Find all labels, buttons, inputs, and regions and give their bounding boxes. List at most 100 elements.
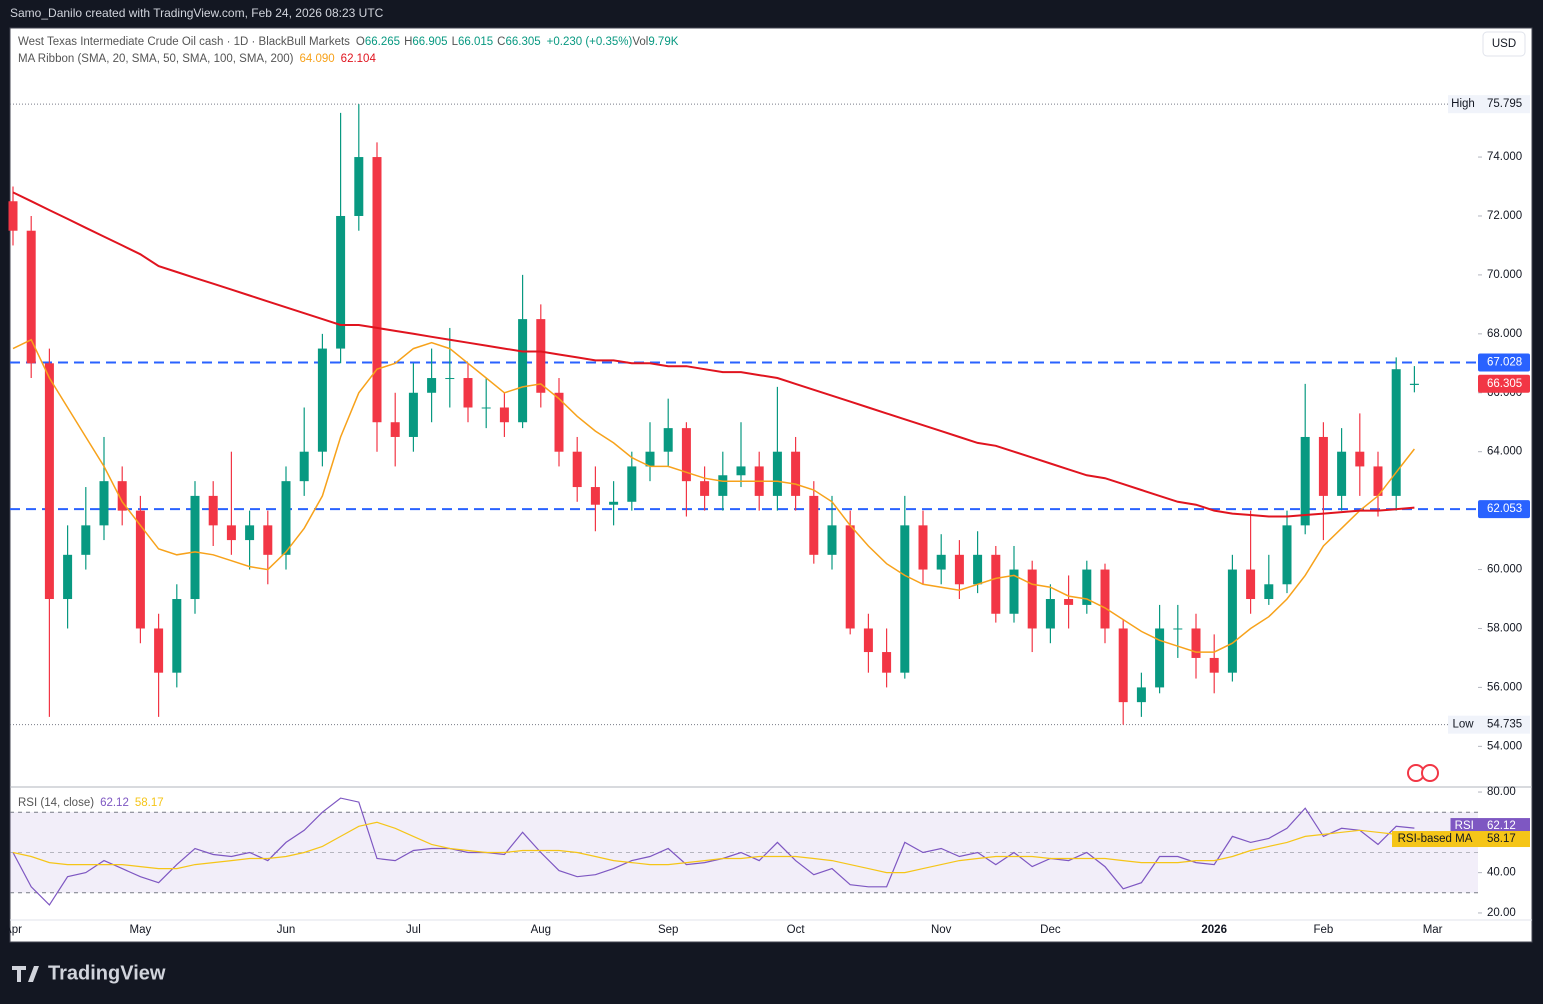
candle-body <box>336 215 346 349</box>
candle-body <box>226 525 236 541</box>
quote-item: L <box>452 36 459 48</box>
chart-panel <box>9 27 1533 943</box>
x-tick-label: Jul <box>406 924 421 936</box>
rsi-legend-value: 58.17 <box>135 797 164 809</box>
chart-title: West Texas Intermediate Crude Oil cash ·… <box>18 36 350 48</box>
candle-body <box>190 495 200 600</box>
candle-body <box>1282 525 1292 585</box>
rsi-band <box>10 812 1478 893</box>
high-value-box <box>1478 95 1530 114</box>
level-value: 67.028 <box>1487 357 1522 369</box>
candle-body <box>154 628 164 673</box>
rsi-legend-value: 62.12 <box>100 797 129 809</box>
ma-line <box>12 191 1415 518</box>
legend-main: West Texas Intermediate Crude Oil cash ·… <box>18 36 679 48</box>
level-value: 62.053 <box>1487 503 1522 515</box>
candle-body <box>1118 628 1128 703</box>
candle-body <box>63 554 73 600</box>
x-tick-label: Nov <box>931 924 952 936</box>
quote-item: 66.265 <box>365 36 400 48</box>
candle-body <box>590 487 600 505</box>
brand-logo: TradingView <box>12 962 166 984</box>
candle-body <box>281 481 291 555</box>
candle-body <box>918 525 928 570</box>
quote-item: 66.305 <box>505 36 540 48</box>
x-tick-label: Dec <box>1040 924 1061 936</box>
candle-body <box>700 481 710 496</box>
candle-body <box>408 392 418 437</box>
candle-body <box>936 554 946 570</box>
candle-body <box>1045 599 1055 629</box>
rsi-value: 62.12 <box>1487 820 1516 832</box>
candle-body <box>481 407 491 409</box>
candle-body <box>1027 569 1037 629</box>
y-tick-label: 64.000 <box>1487 446 1522 458</box>
candle-body <box>572 451 582 488</box>
candle-body <box>536 319 546 393</box>
candle-body <box>627 466 637 502</box>
high-label-box <box>1448 95 1478 114</box>
candle-body <box>827 525 837 555</box>
candle-body <box>1246 569 1256 600</box>
candle-body <box>1355 451 1365 467</box>
currency-button[interactable] <box>1482 31 1526 57</box>
candle-body <box>1264 584 1274 600</box>
candle-body <box>8 201 18 231</box>
x-tick-label: 2026 <box>1201 924 1227 936</box>
candle-body <box>845 525 855 629</box>
level-tag <box>1478 500 1530 519</box>
candle-body <box>609 501 619 505</box>
x-tick-label: Feb <box>1313 924 1333 936</box>
candle-body <box>1318 436 1328 496</box>
candle-body <box>663 428 673 452</box>
flag-icons <box>1407 764 1439 782</box>
quote-item: C <box>497 36 505 48</box>
candle-body <box>518 319 528 423</box>
brand: TradingView <box>48 962 166 984</box>
candle-body <box>791 451 801 496</box>
rsi-y-tick-label: 80.00 <box>1487 786 1516 798</box>
rsi-value: 58.17 <box>1487 833 1516 845</box>
y-tick-label: 70.000 <box>1487 269 1522 281</box>
currency[interactable]: USD <box>1492 38 1516 50</box>
y-tick-label: 56.000 <box>1487 681 1522 693</box>
quote-item: 66.905 <box>412 36 447 48</box>
candle-body <box>973 554 983 585</box>
candle-body <box>26 230 36 364</box>
candle-body <box>354 157 364 216</box>
ma-value: 62.104 <box>341 53 377 65</box>
rsi-line <box>12 821 1415 874</box>
quote-item: O <box>356 36 365 48</box>
candle-body <box>135 510 145 629</box>
ma-line <box>12 338 1415 653</box>
rsi-title: RSI (14, close) <box>18 797 94 809</box>
low-value-box <box>1478 715 1530 734</box>
x-tick-label: Jun <box>277 924 296 936</box>
x-tick-label: Mar <box>1423 924 1443 936</box>
candle-body <box>1009 569 1019 614</box>
rsi-name: RSI <box>1455 820 1474 832</box>
candle-body <box>900 525 910 673</box>
candle-body <box>809 495 819 555</box>
candle-body <box>390 422 400 437</box>
candle-body <box>1227 569 1237 673</box>
rsi-y-tick-label: 20.00 <box>1487 907 1516 919</box>
candle-body <box>317 348 327 452</box>
quote-item: Vol <box>632 36 648 48</box>
candle-body <box>681 428 691 482</box>
candle-body <box>1100 569 1110 629</box>
candle-body <box>1300 436 1310 526</box>
candle-body <box>99 481 109 526</box>
candle-body <box>427 378 437 393</box>
y-tick-label: 72.000 <box>1487 210 1522 222</box>
y-tick-label: 68.000 <box>1487 328 1522 340</box>
low-value: 54.735 <box>1487 719 1522 731</box>
high-value: 75.795 <box>1487 98 1522 110</box>
rsi-y-tick-label: 40.00 <box>1487 867 1516 879</box>
low-label: Low <box>1452 719 1474 731</box>
x-tick-label: Sep <box>658 924 678 936</box>
high-label: High <box>1451 98 1475 110</box>
candle-body <box>245 525 255 541</box>
candle-body <box>772 451 782 496</box>
y-tick-label: 60.000 <box>1487 564 1522 576</box>
